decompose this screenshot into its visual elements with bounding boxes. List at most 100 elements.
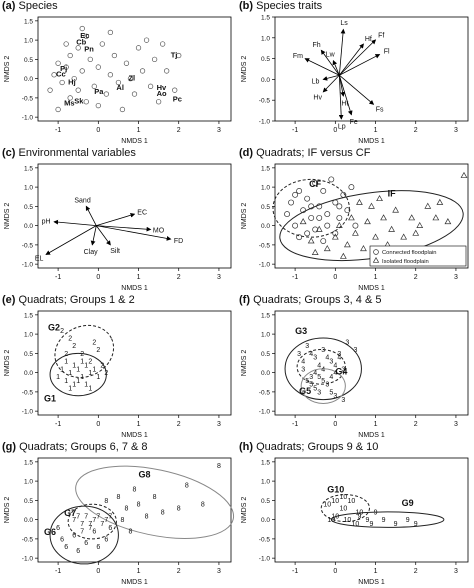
y-tick-label: 0.5 xyxy=(24,57,33,64)
group-point-10: 10 xyxy=(331,513,339,520)
group-point-10: 10 xyxy=(347,498,355,505)
if-point xyxy=(360,245,367,252)
if-point xyxy=(424,202,432,209)
group-point-5: 5 xyxy=(321,378,325,385)
panel-title: (f) Quadrats; Groups 3, 4 & 5 xyxy=(239,294,381,306)
x-tick-label: 2 xyxy=(414,421,418,428)
group-point-7: 7 xyxy=(92,517,96,524)
y-tick-label: 1.5 xyxy=(24,459,33,466)
species-point xyxy=(159,41,166,47)
species-label: Pn xyxy=(84,45,94,54)
species-label: Ao xyxy=(157,89,167,98)
legend-circle-marker xyxy=(373,249,379,255)
group-point-1: 1 xyxy=(64,359,68,366)
legend-label: Connected floodplain xyxy=(382,250,436,256)
group-point-3: 3 xyxy=(341,366,345,373)
group-point-6: 6 xyxy=(64,544,68,551)
cf-point xyxy=(336,214,343,221)
x-tick-label: 3 xyxy=(454,274,458,281)
group-point-2: 2 xyxy=(104,370,108,377)
legend-label: Isolated floodplain xyxy=(382,259,429,265)
x-tick-label: -1 xyxy=(292,127,298,134)
cf-point xyxy=(312,180,319,187)
if-point xyxy=(460,171,468,178)
group-point-1: 1 xyxy=(80,359,84,366)
species-label: Sk xyxy=(74,97,84,106)
panel-groups-9-10: (h) Quadrats; Groups 9 & 10 -1 0 1 2 3 -1.0 -0… xyxy=(237,441,474,588)
if-point xyxy=(331,233,339,240)
group-point-6: 6 xyxy=(84,540,88,547)
vector-label: EL xyxy=(35,256,44,263)
plot-frame xyxy=(37,16,232,122)
group-point-9: 9 xyxy=(366,517,370,524)
y-tick-label: -0.5 xyxy=(259,389,271,396)
panel-letter: (h) xyxy=(239,441,254,453)
species-label: Tj xyxy=(171,50,178,59)
cf-point xyxy=(304,230,311,237)
group-point-3: 3 xyxy=(297,351,301,358)
group-label: G3 xyxy=(295,326,307,336)
species-point xyxy=(63,41,69,47)
group-point-7: 7 xyxy=(72,517,76,524)
species-label: Zl xyxy=(128,74,135,83)
y-tick-label: 0.5 xyxy=(261,204,270,211)
vector-label: Lw xyxy=(326,52,336,59)
group-point-6: 6 xyxy=(96,544,100,551)
y-tick-label: 0.0 xyxy=(261,223,270,230)
cf-point xyxy=(344,207,351,214)
y-tick-label: 1.5 xyxy=(261,312,270,319)
legend-triangle-marker xyxy=(372,256,380,263)
x-tick-label: 0 xyxy=(333,127,337,134)
group-point-7: 7 xyxy=(104,517,108,524)
x-axis-label: NMDS 1 xyxy=(121,285,148,292)
panel-title: (e) Quadrats; Groups 1 & 2 xyxy=(2,294,135,306)
y-tick-label: 0.0 xyxy=(24,370,33,377)
panel-letter: (e) xyxy=(2,294,16,306)
y-tick-label: -0.5 xyxy=(22,536,34,543)
vector-arrow xyxy=(339,39,377,76)
panel-letter: (d) xyxy=(239,147,254,159)
vector-arrow xyxy=(322,74,340,93)
group-point-4: 4 xyxy=(333,370,337,377)
cf-point xyxy=(316,203,323,210)
group-point-8: 8 xyxy=(177,506,181,513)
vector-label: Fl xyxy=(384,49,390,56)
vector-label: Sand xyxy=(74,198,90,205)
x-tick-label: -1 xyxy=(292,568,298,575)
group-point-8: 8 xyxy=(129,529,133,536)
group-point-7: 7 xyxy=(108,513,112,520)
group-point-4: 4 xyxy=(329,374,333,381)
group-point-7: 7 xyxy=(88,521,92,528)
group-point-3: 3 xyxy=(313,355,317,362)
panel-title: (b) Species traits xyxy=(239,0,322,12)
y-tick-label: 0.0 xyxy=(261,517,270,524)
if-point xyxy=(299,218,307,225)
y-tick-label: 1.0 xyxy=(261,35,270,42)
vector-arrow xyxy=(338,28,346,76)
x-tick-label: 0 xyxy=(333,421,337,428)
vector-label: Lp xyxy=(338,123,346,130)
vector-arrow xyxy=(338,75,353,116)
panel-groups-6-7-8: (g) Quadrats; Groups 6, 7 & 8 -1 0 1 2 3 -1.0… xyxy=(0,441,237,588)
y-tick-label: 1.0 xyxy=(261,185,270,192)
group-point-2: 2 xyxy=(88,359,92,366)
chart-svg: -1 0 1 2 3 -1.0 -0.5 0.0 0.5 1.0 1.5 NMDS 1 NMDS 2 CF… xyxy=(241,163,469,292)
group-point-1: 1 xyxy=(92,366,96,373)
species-label: Cb xyxy=(76,38,86,47)
group-point-1: 1 xyxy=(84,382,88,389)
panel-if-versus-cf: (d) Quadrats; IF versus CF -1 0 1 2 3 -1.0 -0.… xyxy=(237,147,474,294)
panel-title: (h) Quadrats; Groups 9 & 10 xyxy=(239,441,378,453)
group-point-9: 9 xyxy=(370,521,374,528)
panel-title-text: Quadrats; Groups 9 & 10 xyxy=(256,441,379,453)
x-tick-label: 0 xyxy=(96,568,100,575)
group-point-10: 10 xyxy=(352,521,360,528)
y-tick-label: -1.0 xyxy=(22,556,34,563)
species-label: Ec xyxy=(80,31,89,40)
y-axis-label: NMDS 2 xyxy=(241,497,248,524)
group-label: G6 xyxy=(44,527,56,537)
panel-title-text: Quadrats; Groups 3, 4 & 5 xyxy=(253,294,382,306)
group-point-2: 2 xyxy=(72,343,76,350)
group-point-8: 8 xyxy=(133,486,137,493)
